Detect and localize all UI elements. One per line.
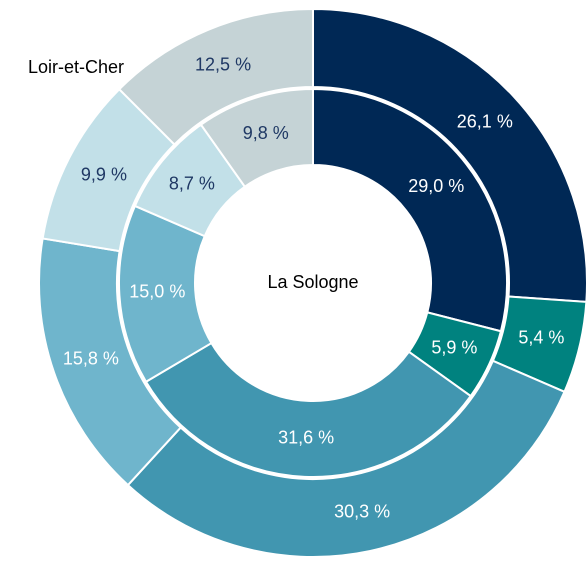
inner-series-name: La Sologne	[267, 272, 358, 292]
data-label: 31,6 %	[278, 428, 334, 448]
data-label: 30,3 %	[334, 502, 390, 522]
data-label: 15,8 %	[63, 349, 119, 369]
donut-slice	[144, 341, 473, 478]
data-label: 8,7 %	[169, 173, 215, 193]
donut-slice	[312, 87, 508, 333]
donut-slice	[126, 359, 566, 558]
data-label: 5,9 %	[431, 338, 477, 358]
outer-series-name: Loir-et-Cher	[28, 57, 124, 77]
data-label: 12,5 %	[195, 55, 251, 75]
data-label: 26,1 %	[457, 111, 513, 131]
data-label: 9,9 %	[81, 164, 127, 184]
donut-slice	[199, 87, 314, 189]
donut-slice	[117, 7, 314, 146]
data-label: 15,0 %	[129, 282, 185, 302]
data-label: 9,8 %	[243, 123, 289, 143]
data-label: 29,0 %	[408, 176, 464, 196]
data-label: 5,4 %	[518, 327, 564, 347]
